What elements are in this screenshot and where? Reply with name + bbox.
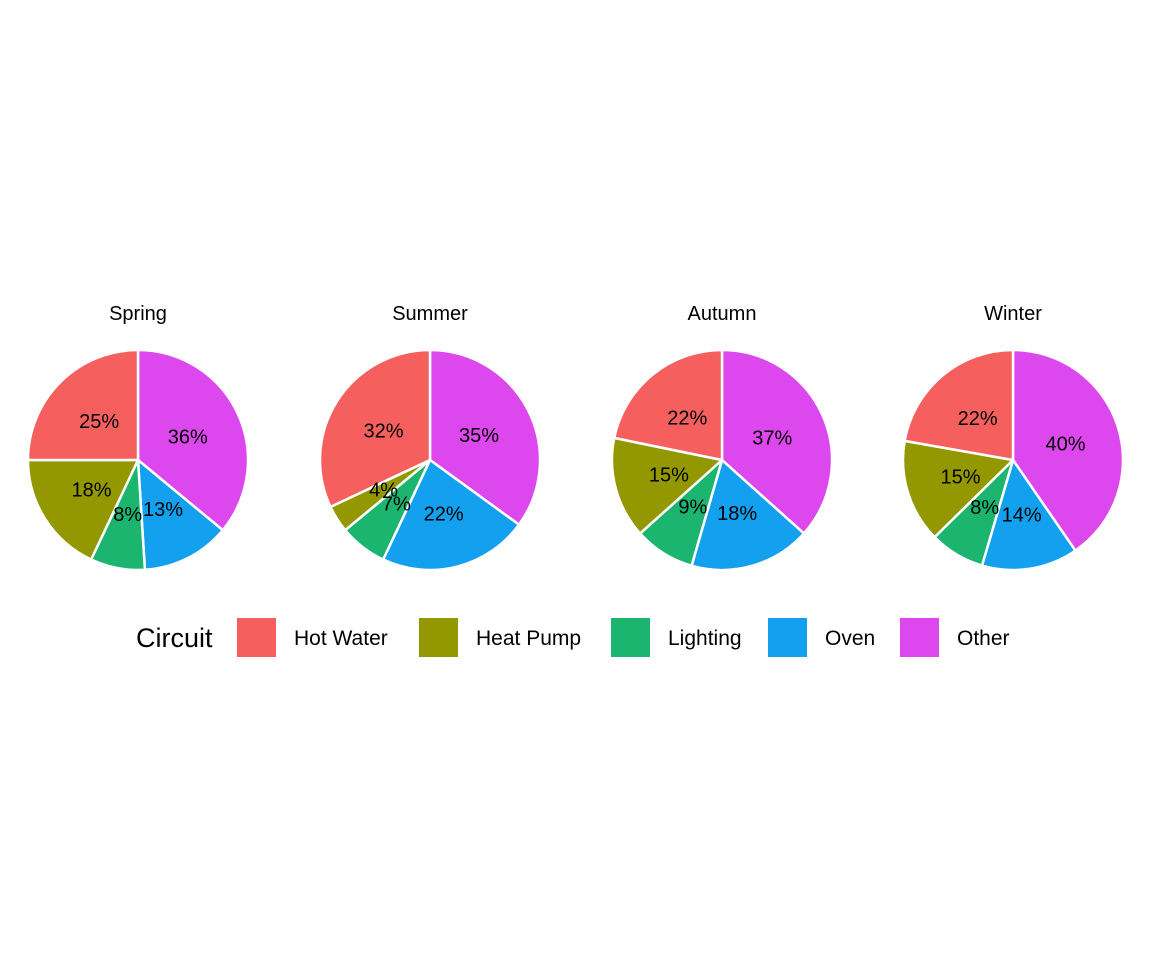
legend-label-heat-pump: Heat Pump: [476, 627, 581, 650]
pie-facet-summer: Summer 35% 22% 7%4% 32%: [318, 303, 542, 572]
pie-facet-spring: Spring 36% 13%8%18% 25%: [26, 303, 250, 572]
facet-title: Summer: [392, 303, 468, 325]
facet-title: Winter: [984, 303, 1042, 325]
slice-label-oven: 18%: [717, 503, 757, 525]
pie-slice-other: [428, 348, 542, 526]
slice-label-heat-pump: 4%: [369, 479, 398, 501]
pie-slice-hot-water: [903, 348, 1015, 462]
slice-label-other: 37%: [752, 428, 792, 450]
legend-label-lighting: Lighting: [668, 627, 742, 650]
legend-swatch-hot-water: [237, 618, 276, 657]
pie-slice-heat-pump: [610, 436, 724, 535]
slice-label-lighting: 8%: [113, 504, 142, 526]
pie-slice-heat-pump: [26, 458, 140, 561]
pie-slice-hot-water: [26, 348, 140, 462]
slice-label-hot-water: 32%: [364, 421, 404, 443]
facet-title: Spring: [109, 303, 167, 325]
legend-swatch-lighting: [611, 618, 650, 657]
facet-title: Autumn: [688, 303, 757, 325]
pie-slice-other: [1011, 348, 1125, 552]
slice-label-heat-pump: 15%: [649, 464, 689, 486]
pie-slice-oven: [136, 458, 225, 572]
slice-label-other: 36%: [168, 427, 208, 449]
legend-swatch-heat-pump: [419, 618, 458, 657]
legend-swatch-other: [900, 618, 939, 657]
slice-label-hot-water: 22%: [958, 408, 998, 430]
pie-slice-heat-pump: [901, 439, 1015, 539]
pie-facet-winter: Winter 40% 14%8% 15% 22%: [901, 303, 1125, 572]
slice-label-lighting: 7%: [382, 493, 411, 515]
legend: Circuit Hot Water Heat Pump Lighting Oven Oth…: [136, 618, 1010, 657]
pie-facet-autumn: Autumn 37% 18% 9% 15% 22%: [610, 303, 834, 572]
pie-slice-oven: [690, 458, 806, 572]
pie-slice-hot-water: [318, 348, 432, 509]
slice-label-other: 35%: [459, 425, 499, 447]
legend-label-other: Other: [957, 627, 1010, 650]
slice-label-oven: 13%: [143, 499, 183, 521]
pie-slice-other: [720, 348, 834, 535]
slice-label-oven: 14%: [1002, 504, 1042, 526]
pie-slice-other: [136, 348, 250, 532]
legend-label-oven: Oven: [825, 627, 875, 650]
slice-label-heat-pump: 18%: [72, 479, 112, 501]
slice-label-hot-water: 25%: [79, 411, 119, 433]
slice-label-hot-water: 22%: [667, 407, 707, 429]
pie-slice-hot-water: [612, 348, 724, 462]
slice-label-heat-pump: 15%: [940, 466, 980, 488]
legend-title: Circuit: [136, 623, 213, 653]
slice-label-lighting: 8%: [970, 497, 999, 519]
slice-label-other: 40%: [1046, 434, 1086, 456]
slice-label-lighting: 9%: [678, 497, 707, 519]
slice-label-oven: 22%: [424, 503, 464, 525]
legend-label-hot-water: Hot Water: [294, 627, 388, 650]
legend-swatch-oven: [768, 618, 807, 657]
